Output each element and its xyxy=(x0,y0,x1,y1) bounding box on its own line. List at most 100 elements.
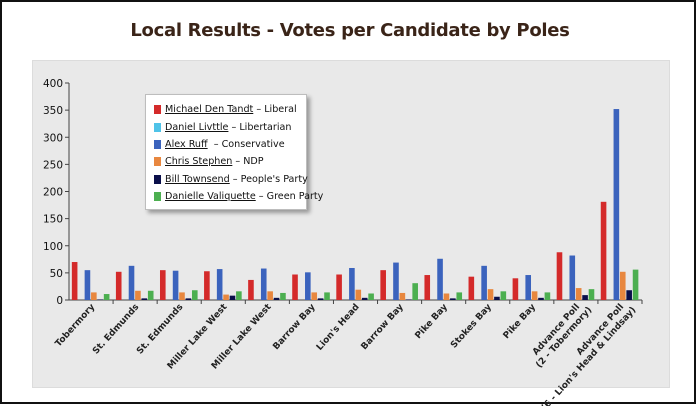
bar xyxy=(538,297,544,300)
bar xyxy=(103,294,110,300)
legend-candidate-name: Bill Townsend xyxy=(165,173,230,185)
x-category-label-line: Lion's Head xyxy=(315,302,362,352)
bar xyxy=(368,293,374,300)
x-category-label: Stokes Bay xyxy=(449,302,494,350)
bar xyxy=(311,292,318,300)
legend-swatch xyxy=(154,157,161,167)
legend-candidate-name: Danielle Valiquette xyxy=(165,191,256,203)
bar xyxy=(185,298,192,300)
bar xyxy=(525,275,532,300)
bar xyxy=(456,292,463,300)
legend-candidate-name: Chris Stephen xyxy=(165,156,233,168)
bar xyxy=(336,274,342,300)
y-tick-label: 100 xyxy=(43,241,63,253)
bar xyxy=(223,294,229,300)
y-tick-label: 350 xyxy=(43,105,63,117)
bar xyxy=(317,298,324,300)
bar xyxy=(424,275,431,300)
x-category-label: St. Edmunds xyxy=(135,302,185,356)
x-category-label: Barrow Bay xyxy=(360,302,406,352)
bar xyxy=(84,270,91,300)
legend-swatch xyxy=(154,174,161,184)
bar xyxy=(236,291,242,300)
legend-entry: Bill Townsend – People's Party xyxy=(154,171,308,188)
x-category-label: St. Edmunds xyxy=(91,302,141,356)
bar xyxy=(531,291,538,300)
bar xyxy=(267,291,273,300)
bar xyxy=(613,109,620,300)
bar xyxy=(349,267,355,300)
y-tick-label: 0 xyxy=(56,295,63,307)
bar xyxy=(305,272,311,300)
y-tick-label: 200 xyxy=(43,187,63,199)
bar xyxy=(393,262,399,300)
bar xyxy=(437,258,443,300)
legend-party: – Liberal xyxy=(253,104,297,116)
bar xyxy=(260,268,267,300)
bar xyxy=(487,289,494,300)
bar xyxy=(399,292,406,300)
legend-swatch xyxy=(154,192,161,202)
y-tick-label: 300 xyxy=(43,132,63,144)
legend-entry: Chris Stephen – NDP xyxy=(154,153,306,170)
bar xyxy=(71,262,78,300)
x-category-label-line: St. Edmunds xyxy=(135,302,185,356)
bar xyxy=(248,279,254,300)
bar xyxy=(179,292,185,300)
legend-party: – People's Party xyxy=(229,173,308,185)
x-category-label: Lion's Head xyxy=(315,302,362,352)
bar xyxy=(147,290,154,300)
bar xyxy=(556,252,563,300)
legend-entry: Alex Ruff – Conservative xyxy=(154,136,306,153)
legend-swatch xyxy=(154,122,161,132)
legend-candidate-name: Daniel Livttle xyxy=(165,121,229,133)
legend-candidate-name: Michael Den Tandt xyxy=(165,104,254,116)
bar xyxy=(575,288,582,300)
legend-swatch xyxy=(154,139,161,149)
bar xyxy=(355,289,362,300)
bar xyxy=(443,293,450,300)
bar xyxy=(582,295,588,300)
bar xyxy=(159,270,166,300)
bar xyxy=(512,278,519,300)
bar xyxy=(361,297,368,300)
bar xyxy=(569,255,576,300)
bar xyxy=(588,289,595,300)
y-tick-label: 50 xyxy=(50,268,63,280)
legend-party: – NDP xyxy=(232,156,264,168)
x-category-label-line: Pike Bay xyxy=(502,302,538,341)
x-category-label-line: St. Edmunds xyxy=(91,302,141,356)
bar xyxy=(292,274,298,300)
x-category-label: Pike Bay xyxy=(502,302,538,341)
bar xyxy=(500,291,507,300)
legend-entry: Daniel Livttle – Libertarian xyxy=(154,118,306,135)
legend-party: – Conservative xyxy=(207,138,285,150)
chart-legend: Michael Den Tandt – Liberal Daniel Livttl… xyxy=(145,94,323,210)
x-category-label-line: Barrow Bay xyxy=(271,302,317,352)
bar xyxy=(229,295,236,300)
bar xyxy=(494,296,500,300)
x-category-label-line: Stokes Bay xyxy=(449,302,494,350)
bar xyxy=(412,283,418,300)
bar xyxy=(544,292,551,300)
bar xyxy=(128,265,135,300)
legend-party: – Libertarian xyxy=(228,121,292,133)
legend-candidate-name: Alex Ruff xyxy=(165,138,208,150)
bar xyxy=(91,292,97,300)
bar xyxy=(97,299,104,300)
bar xyxy=(141,298,148,300)
bar xyxy=(191,290,198,300)
x-category-label: Tobermory xyxy=(54,302,98,349)
x-category-label: Pike Bay xyxy=(414,302,450,341)
legend-entry: Michael Den Tandt – Liberal xyxy=(154,101,306,118)
bar xyxy=(600,201,607,300)
bar xyxy=(280,292,286,300)
x-category-label: Barrow Bay xyxy=(271,302,317,352)
bar xyxy=(619,271,626,300)
x-category-label-line: Tobermory xyxy=(54,302,98,349)
legend-entry: Danielle Valiquette – Green Party xyxy=(154,188,323,205)
bar xyxy=(204,271,210,300)
bar xyxy=(380,270,386,300)
chart-panel xyxy=(32,60,670,388)
